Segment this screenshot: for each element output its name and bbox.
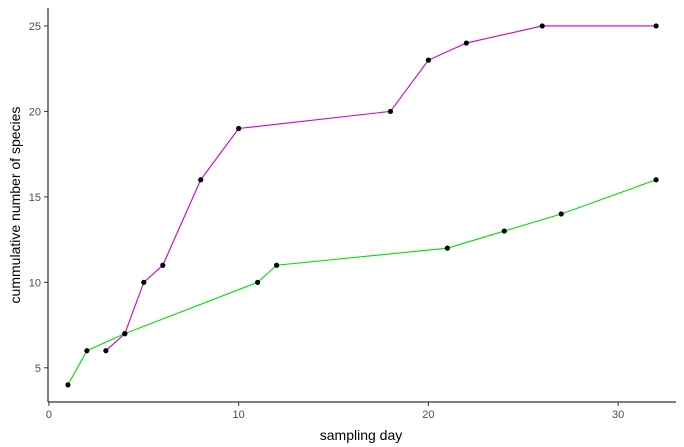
series-1-point <box>103 348 109 354</box>
x-tick-label: 0 <box>46 409 52 421</box>
y-axis-title: cummulative number of species <box>7 107 23 304</box>
x-tick-label: 10 <box>233 409 245 421</box>
y-axis-ticks: 5 10 15 20 25 <box>29 21 48 375</box>
series-1-point <box>236 125 242 132</box>
series-2-point <box>84 348 90 354</box>
series-1-point <box>539 23 545 29</box>
series-2-point <box>255 279 261 285</box>
series-2-point <box>444 245 450 251</box>
series-1-line <box>105 25 657 352</box>
series-lines <box>67 25 657 386</box>
y-tick-label: 15 <box>29 192 41 204</box>
x-axis-ticks: 0 10 20 30 <box>46 402 624 421</box>
series-2-point <box>558 211 564 217</box>
series-2-point <box>274 262 280 268</box>
series-1-point <box>653 23 659 29</box>
y-tick-label: 20 <box>29 106 41 118</box>
series-1-point <box>160 262 166 268</box>
series-1-point <box>387 108 394 115</box>
y-tick-label: 5 <box>35 363 41 375</box>
series-1-point <box>141 279 147 285</box>
series-2-point <box>122 331 128 337</box>
x-tick-label: 30 <box>612 409 624 421</box>
series-1-point <box>425 57 432 63</box>
series-2-point <box>653 177 659 183</box>
x-axis-title: sampling day <box>320 427 403 443</box>
series-points <box>65 23 659 388</box>
series-1-point <box>198 177 204 183</box>
y-tick-label: 10 <box>29 277 41 289</box>
series-2-point <box>501 228 507 234</box>
series-2-line <box>67 179 657 386</box>
series-2-point <box>65 382 71 388</box>
series-1-point <box>463 40 469 46</box>
y-tick-label: 25 <box>29 21 41 33</box>
x-tick-label: 20 <box>422 409 434 421</box>
